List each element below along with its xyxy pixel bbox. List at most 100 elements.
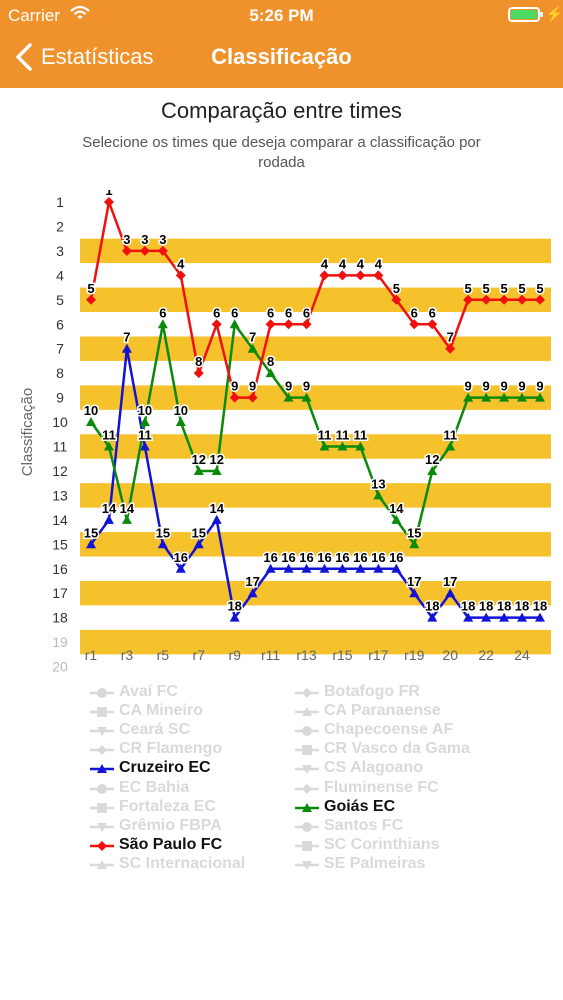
sao-paulo-fc-point bbox=[355, 270, 366, 281]
sao-paulo-fc-point bbox=[391, 294, 402, 305]
legend-marker-shape bbox=[97, 783, 107, 794]
sao-paulo-fc-point bbox=[283, 319, 294, 330]
legend-label: SC Corinthians bbox=[324, 835, 440, 853]
goias-ec-point bbox=[121, 514, 132, 524]
cruzeiro-ec-point bbox=[463, 612, 474, 622]
legend-marker-shape bbox=[97, 727, 107, 737]
sao-paulo-fc-point bbox=[211, 319, 222, 330]
cruzeiro-ec-point bbox=[481, 612, 492, 622]
cruzeiro-ec-point bbox=[139, 441, 150, 451]
legend-label: Ceará SC bbox=[119, 721, 191, 739]
cruzeiro-ec-point bbox=[121, 343, 132, 353]
y-tick-label: 14 bbox=[52, 512, 68, 528]
sao-paulo-fc-data-label: 5 bbox=[393, 281, 400, 296]
cruzeiro-ec-line bbox=[89, 347, 540, 619]
cruzeiro-ec-data-label: 18 bbox=[479, 599, 493, 614]
sao-paulo-fc-data-label: 5 bbox=[500, 281, 507, 296]
sao-paulo-fc-data-label: 4 bbox=[357, 256, 365, 271]
sao-paulo-fc-point bbox=[86, 294, 96, 305]
y-tick-label: 5 bbox=[56, 292, 64, 308]
y-tick-label: 8 bbox=[56, 365, 64, 381]
cruzeiro-ec-point bbox=[229, 612, 240, 622]
goias-ec-point bbox=[175, 417, 186, 427]
goias-ec-point bbox=[445, 441, 456, 451]
cruzeiro-ec-point bbox=[427, 612, 438, 622]
legend-marker-icon bbox=[90, 822, 114, 832]
sao-paulo-fc-data-label: 4 bbox=[321, 256, 329, 271]
y-tick-label: 13 bbox=[52, 487, 68, 503]
sao-paulo-fc-data-label: 5 bbox=[536, 281, 543, 296]
sao-paulo-fc-point bbox=[409, 319, 420, 330]
goias-ec-point bbox=[391, 514, 402, 524]
x-tick-label: 20 bbox=[442, 647, 458, 663]
legend-marker-shape bbox=[302, 802, 312, 812]
sao-paulo-fc-data-label: 6 bbox=[213, 305, 220, 320]
sao-paulo-fc-point bbox=[445, 343, 456, 354]
legend-marker-icon bbox=[295, 840, 319, 851]
chart-band bbox=[80, 629, 551, 655]
legend-marker-shape bbox=[97, 707, 107, 718]
y-tick-label: 20 bbox=[52, 659, 68, 675]
legend-marker-icon bbox=[90, 783, 114, 794]
cruzeiro-ec-data-label: 15 bbox=[192, 525, 206, 540]
sao-paulo-fc-point bbox=[337, 270, 348, 281]
cruzeiro-ec-point bbox=[355, 563, 366, 573]
goias-ec-point bbox=[211, 465, 222, 475]
legend-marker-icon bbox=[295, 821, 319, 832]
goias-ec-point bbox=[193, 465, 204, 475]
legend-marker-icon bbox=[90, 727, 114, 737]
legend-marker-icon bbox=[90, 859, 114, 869]
chevron-left-icon bbox=[14, 42, 34, 77]
legend-marker-shape bbox=[302, 765, 312, 775]
goias-ec-data-label: 9 bbox=[303, 379, 310, 394]
goias-ec-data-label: 10 bbox=[174, 403, 188, 418]
x-tick-label: r11 bbox=[261, 647, 280, 663]
legend-label: São Paulo FC bbox=[119, 835, 223, 853]
cruzeiro-ec-point bbox=[157, 539, 168, 549]
cruzeiro-ec-data-label: 15 bbox=[84, 525, 98, 540]
legend-label: Chapecoense AF bbox=[324, 721, 454, 739]
cruzeiro-ec-data-label: 18 bbox=[425, 599, 439, 614]
legend-label: SC Internacional bbox=[119, 854, 246, 872]
cruzeiro-ec-data-label: 17 bbox=[407, 574, 421, 589]
x-tick-label: r7 bbox=[193, 647, 206, 663]
sao-paulo-fc-point bbox=[301, 319, 312, 330]
cruzeiro-ec-data-label: 18 bbox=[461, 599, 475, 614]
goias-ec-data-label: 12 bbox=[192, 452, 206, 467]
cruzeiro-ec-data-label: 16 bbox=[335, 550, 349, 565]
legend-marker-icon bbox=[90, 802, 114, 813]
y-tick-label: 3 bbox=[56, 243, 64, 259]
cruzeiro-ec-point bbox=[211, 514, 222, 524]
nav-title: Classificação bbox=[211, 44, 352, 69]
y-tick-label: 16 bbox=[52, 561, 68, 577]
legend-marker-icon bbox=[90, 745, 114, 756]
chart-subtitle: Selecione os times que deseja comparar a… bbox=[82, 134, 481, 171]
x-axis: r1 r3 r5 r7 r9 r11 r13 r15 r17 r19 20 22 24 bbox=[85, 647, 530, 663]
goias-ec-data-label: 9 bbox=[518, 379, 525, 394]
goias-ec-data-label: 11 bbox=[318, 428, 332, 443]
sao-paulo-fc-point bbox=[157, 245, 168, 256]
cruzeiro-ec-data-label: 7 bbox=[123, 330, 130, 345]
legend-marker-shape bbox=[97, 840, 107, 851]
legend-marker-shape bbox=[97, 745, 107, 756]
legend-label: CS Alagoano bbox=[324, 759, 423, 777]
legend-label: Goiás EC bbox=[324, 797, 396, 815]
chart-bands bbox=[80, 238, 551, 655]
goias-ec-point bbox=[337, 441, 348, 451]
legend-marker-shape bbox=[97, 802, 107, 813]
cruzeiro-ec-point bbox=[103, 514, 114, 524]
goias-ec-data-label: 11 bbox=[354, 428, 368, 443]
chart-band bbox=[80, 532, 551, 557]
legend-marker-shape bbox=[302, 745, 312, 756]
goias-ec-data-label: 9 bbox=[465, 379, 472, 394]
chart-title: Comparação entre times bbox=[161, 98, 402, 123]
sao-paulo-fc-data-label: 3 bbox=[123, 232, 130, 247]
legend-marker-icon bbox=[295, 860, 319, 870]
goias-ec-point bbox=[103, 441, 114, 451]
sao-paulo-fc-point bbox=[175, 270, 186, 281]
x-tick-label: r1 bbox=[85, 647, 98, 663]
sao-paulo-fc-point bbox=[535, 294, 545, 305]
sao-paulo-fc-point bbox=[481, 294, 492, 305]
goias-ec-data-label: 6 bbox=[159, 305, 166, 320]
y-tick-label: 6 bbox=[56, 316, 64, 332]
